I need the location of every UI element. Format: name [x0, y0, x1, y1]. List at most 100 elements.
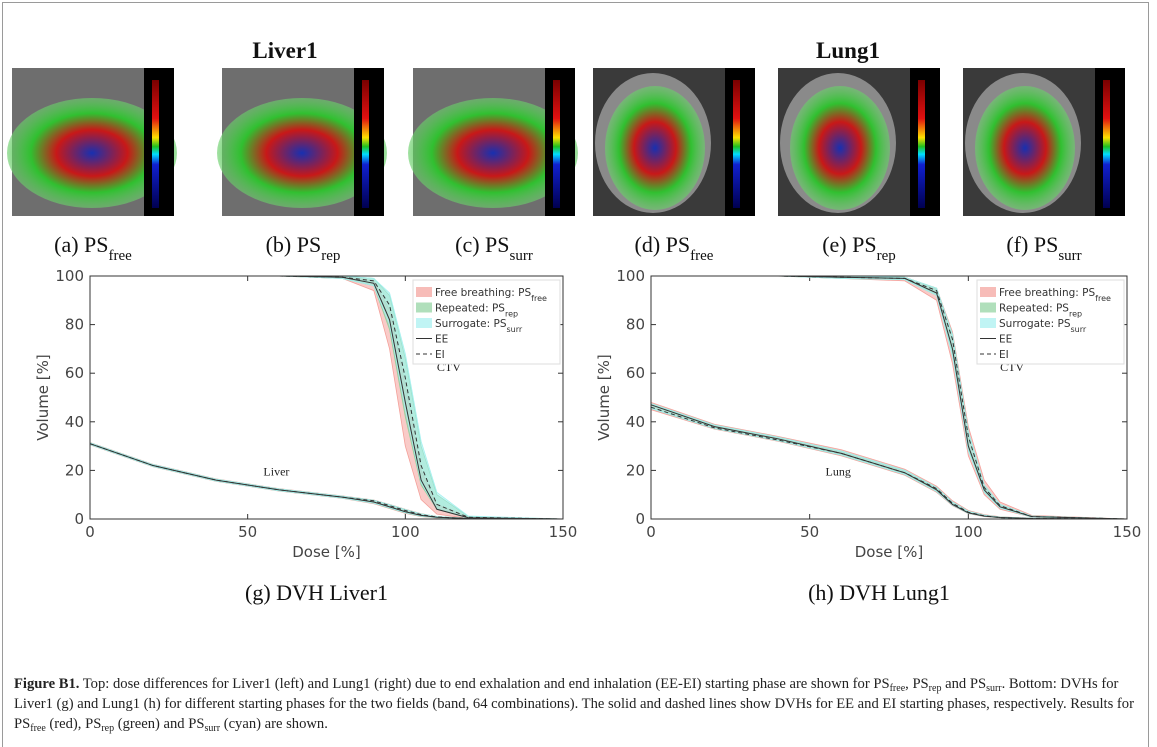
- y-tick-label: 40: [65, 413, 84, 431]
- panel-label: (d) PSfree: [635, 232, 714, 264]
- legend-swatch: [416, 302, 432, 313]
- y-tick-label: 20: [65, 461, 84, 479]
- y-tick-label: 0: [74, 510, 84, 528]
- caption-label: Figure B1.: [14, 676, 80, 692]
- legend-label-main: Free breathing: PS: [999, 287, 1095, 299]
- dvh-line: [89, 443, 564, 520]
- colorbar: [553, 80, 560, 208]
- dvh-line: [651, 275, 1128, 520]
- caption-text: (green) and PS: [114, 716, 205, 732]
- caption-text: (cyan) are shown.: [220, 716, 328, 732]
- y-axis-label: Volume [%]: [34, 354, 52, 441]
- plot-frame: [650, 275, 1128, 520]
- legend-label-sub: rep: [1069, 309, 1082, 318]
- dose-region: [408, 98, 578, 208]
- legend-label: Repeated: PSrep: [435, 303, 518, 319]
- caption-subscript: surr: [986, 683, 1002, 694]
- y-tick-label: 0: [635, 510, 645, 528]
- x-tick-label: 0: [646, 523, 656, 541]
- dose-image: [217, 68, 387, 216]
- annotation: Liver: [263, 464, 289, 478]
- colorbar: [733, 80, 740, 208]
- legend-box: [412, 279, 561, 365]
- dose-region: [7, 98, 177, 208]
- dose-image: [7, 68, 177, 216]
- legend-label: Free breathing: PSfree: [435, 287, 547, 303]
- legend-swatch: [980, 302, 996, 313]
- caption-subscript: free: [30, 723, 46, 734]
- panel-label-main: (a) PS: [54, 232, 108, 257]
- colorbar: [918, 80, 925, 208]
- y-axis-label: Volume [%]: [595, 354, 613, 441]
- caption-text: (red), PS: [45, 716, 102, 732]
- caption-subscript: rep: [101, 723, 115, 734]
- group-title: Liver1: [252, 38, 317, 63]
- dvh-line: [650, 404, 1128, 520]
- plot-frame: [89, 275, 564, 520]
- legend-label-sub: free: [531, 294, 547, 303]
- x-tick-label: 100: [954, 523, 983, 541]
- x-axis-label: Dose [%]: [292, 543, 361, 561]
- chart-caption: (h) DVH Lung1: [808, 580, 950, 605]
- caption-subscript: surr: [204, 723, 221, 734]
- colorbar: [362, 80, 369, 208]
- panel-label: (e) PSrep: [822, 232, 896, 264]
- legend-swatch: [416, 318, 432, 328]
- panel-label-main: (e) PS: [822, 232, 876, 257]
- chart-caption: (g) DVH Liver1: [245, 580, 388, 605]
- legend-box: [976, 279, 1125, 365]
- dose-region: [790, 86, 890, 210]
- caption-subscript: free: [889, 683, 906, 694]
- caption-text: and PS: [941, 676, 987, 692]
- dose-region: [975, 86, 1075, 210]
- caption-text: . Bottom: DVHs for Liver1 (g) and Lung1 …: [14, 676, 1134, 732]
- legend-label: Repeated: PSrep: [999, 303, 1082, 319]
- y-tick-label: 80: [65, 316, 84, 334]
- dose-image: [963, 68, 1125, 216]
- legend-swatch: [980, 318, 996, 328]
- dose-image: [593, 68, 755, 216]
- panel-label-sub: surr: [510, 248, 533, 264]
- y-tick-label: 80: [626, 316, 645, 334]
- dose-region: [217, 98, 387, 208]
- panel-label-sub: rep: [877, 248, 896, 264]
- figure: Liver1(a) PSfree (b) PSrep (c) PSsurrLung1…: [7, 38, 1141, 605]
- dose-image: [778, 68, 940, 216]
- panel-label-sub: rep: [321, 248, 340, 264]
- dvh-band: [89, 441, 564, 520]
- x-tick-label: 150: [549, 523, 578, 541]
- legend-label-sub: free: [1095, 294, 1111, 303]
- legend-label-main: Surrogate: PS: [999, 318, 1071, 330]
- panel-label: (c) PSsurr: [455, 232, 533, 264]
- dose-region: [605, 86, 705, 210]
- x-tick-label: 100: [391, 523, 420, 541]
- legend-label: Surrogate: PSsurr: [999, 318, 1087, 334]
- legend-swatch: [416, 287, 432, 297]
- legend-label: EE: [999, 334, 1012, 346]
- caption-subscript: rep: [928, 683, 942, 694]
- x-tick-label: 0: [85, 523, 95, 541]
- legend-label: EI: [435, 349, 445, 361]
- y-tick-label: 60: [65, 364, 84, 382]
- legend-label-sub: surr: [507, 325, 523, 334]
- panel-label-sub: free: [690, 248, 714, 264]
- legend-label: Surrogate: PSsurr: [435, 318, 523, 334]
- dvh-band: [89, 442, 564, 520]
- dose-image: [408, 68, 578, 216]
- legend-label-main: Surrogate: PS: [435, 318, 507, 330]
- panel-label: (f) PSsurr: [1006, 232, 1081, 264]
- y-tick-label: 20: [626, 461, 645, 479]
- panel-label-main: (c) PS: [455, 232, 509, 257]
- dvh-line: [89, 443, 564, 520]
- panel-label-sub: free: [109, 248, 133, 264]
- dvh-band: [650, 403, 1128, 520]
- x-tick-label: 50: [800, 523, 819, 541]
- panel-label: (a) PSfree: [54, 232, 132, 264]
- x-tick-label: 50: [238, 523, 257, 541]
- colorbar: [152, 80, 159, 208]
- y-tick-label: 40: [626, 413, 645, 431]
- y-tick-label: 100: [616, 267, 645, 285]
- panel-label: (b) PSrep: [266, 232, 341, 264]
